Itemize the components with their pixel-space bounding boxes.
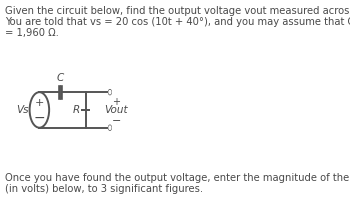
- Text: = 1,960 Ω.: = 1,960 Ω.: [5, 28, 58, 38]
- Text: Given the circuit below, find the output voltage vout measured across the resist: Given the circuit below, find the output…: [5, 6, 350, 16]
- Circle shape: [109, 126, 111, 129]
- Circle shape: [109, 90, 111, 94]
- Text: R: R: [73, 105, 80, 115]
- Text: −: −: [34, 111, 45, 125]
- Circle shape: [108, 90, 111, 95]
- Circle shape: [108, 125, 111, 130]
- Text: +: +: [112, 97, 120, 107]
- Text: Once you have found the output voltage, enter the magnitude of the output voltag: Once you have found the output voltage, …: [5, 173, 350, 183]
- Text: +: +: [35, 98, 44, 108]
- Text: Vout: Vout: [104, 105, 128, 115]
- Text: Vs: Vs: [16, 105, 28, 115]
- Text: (in volts) below, to 3 significant figures.: (in volts) below, to 3 significant figur…: [5, 184, 203, 194]
- Text: You are told that vs = 20 cos (10t + 40°), and you may assume that C = 32 μF and: You are told that vs = 20 cos (10t + 40°…: [5, 17, 350, 27]
- Text: −: −: [112, 116, 121, 126]
- Text: C: C: [56, 73, 64, 83]
